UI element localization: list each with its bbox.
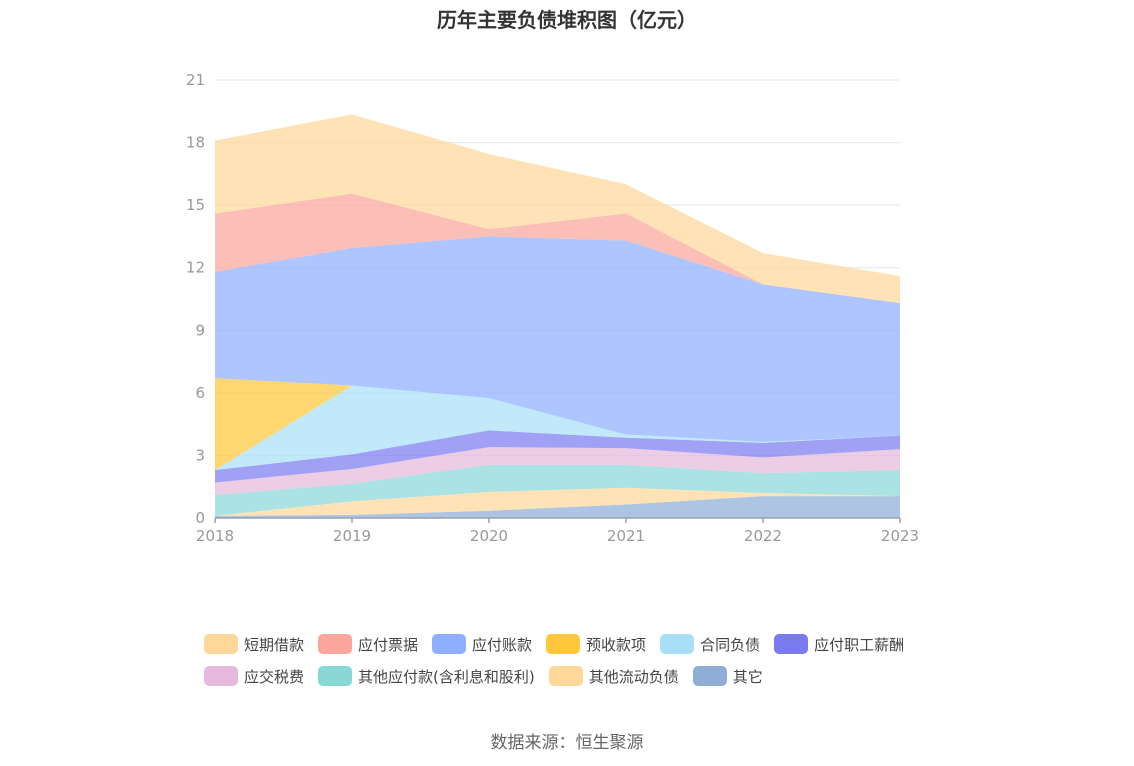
legend-label: 合同负债 (700, 635, 761, 654)
x-tick-label: 2021 (607, 527, 645, 545)
legend-row: 应交税费 其他应付款(含利息和股利) 其他流动负债 其它 (204, 660, 964, 692)
legend-label: 其它 (732, 667, 763, 686)
y-tick-label: 21 (186, 71, 205, 89)
chart-title: 历年主要负债堆积图（亿元） (437, 8, 697, 32)
legend-swatch (546, 634, 581, 654)
area-series[interactable] (215, 385, 900, 471)
legend-swatch (204, 634, 238, 654)
area-series[interactable] (215, 430, 900, 483)
legend: 短期借款 应付票据 应付账款 预收款项 合同负债 应付职工薪酬应交税费 其他应付款(含利息和… (204, 628, 964, 692)
legend-swatch (432, 634, 467, 654)
x-tick-label: 2019 (333, 527, 371, 545)
legend-label: 预收款项 (586, 635, 647, 654)
area-series[interactable] (215, 496, 900, 518)
axes: 0 3 6 9 12 15 18 21 2018 2019 2020 2021 2022 2023 (186, 71, 919, 545)
area-series[interactable] (215, 193, 900, 304)
area-series-group (215, 114, 900, 518)
legend-swatch (318, 634, 353, 654)
legend-swatch (660, 634, 695, 654)
y-tick-label: 0 (195, 509, 205, 527)
legend-item[interactable]: 应付票据 (318, 634, 418, 655)
legend-swatch (548, 666, 583, 686)
stacked-area-plot: 0 3 6 9 12 15 18 21 2018 2019 2020 2021 2022 2023 (186, 71, 919, 545)
legend-item[interactable]: 短期借款 (204, 634, 304, 655)
legend-swatch (692, 666, 727, 686)
x-tick-label: 2022 (744, 527, 782, 545)
area-series[interactable] (215, 378, 900, 471)
y-tick-label: 18 (186, 134, 205, 152)
area-series[interactable] (215, 447, 900, 496)
legend-swatch (774, 634, 809, 654)
legend-label: 应付账款 (472, 635, 533, 654)
x-tick-label: 2020 (470, 527, 508, 545)
legend-item[interactable]: 其他应付款(含利息和股利) (318, 666, 535, 687)
legend-item[interactable]: 其他流动负债 (548, 666, 679, 687)
legend-label: 应交税费 (244, 667, 305, 686)
legend-row: 短期借款 应付票据 应付账款 预收款项 合同负债 应付职工薪酬 (204, 628, 964, 660)
legend-swatch (318, 666, 353, 686)
x-tick-label: 2023 (881, 527, 919, 545)
legend-item[interactable]: 其它 (692, 666, 763, 687)
y-tick-label: 6 (195, 384, 205, 402)
legend-item[interactable]: 应交税费 (204, 666, 304, 687)
legend-label: 应付票据 (358, 635, 419, 654)
area-series[interactable] (215, 464, 900, 516)
area-series[interactable] (215, 487, 900, 516)
source-note: 数据来源：恒生聚源 (490, 733, 644, 753)
legend-item[interactable]: 预收款项 (546, 634, 646, 655)
legend-item[interactable]: 应付账款 (432, 634, 532, 655)
y-tick-label: 9 (195, 321, 205, 339)
y-tick-label: 3 (195, 446, 205, 464)
legend-label: 其他流动负债 (588, 667, 679, 686)
y-tick-label: 15 (186, 196, 205, 214)
legend-swatch (204, 666, 238, 686)
legend-label: 应付职工薪酬 (814, 635, 905, 654)
legend-label: 其他应付款(含利息和股利) (358, 667, 535, 686)
y-tick-label: 12 (186, 259, 205, 277)
area-series[interactable] (215, 236, 900, 442)
area-series[interactable] (215, 114, 900, 304)
x-tick-label: 2018 (196, 527, 234, 545)
legend-label: 短期借款 (244, 635, 305, 654)
legend-item[interactable]: 应付职工薪酬 (774, 634, 904, 655)
legend-item[interactable]: 合同负债 (660, 634, 760, 655)
